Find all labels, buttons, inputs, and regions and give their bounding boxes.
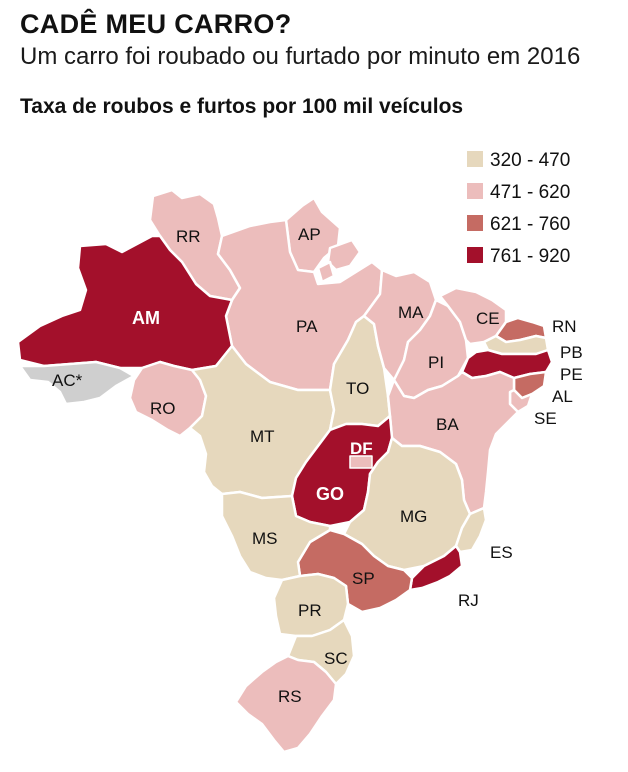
label-rn: RN <box>552 317 577 336</box>
label-to: TO <box>346 379 369 398</box>
label-sp: SP <box>352 569 375 588</box>
label-pa: PA <box>296 317 318 336</box>
legend: 320 - 470 471 - 620 621 - 760 761 - 920 <box>467 150 570 267</box>
legend-swatch-3 <box>467 215 483 231</box>
legend-swatch-4 <box>467 247 483 263</box>
label-df: DF <box>350 439 373 458</box>
state-ms[interactable] <box>220 490 332 582</box>
state-ac[interactable] <box>18 360 136 406</box>
legend-swatch-2 <box>467 183 483 199</box>
state-es[interactable] <box>454 506 488 554</box>
map-title: Taxa de roubos e furtos por 100 mil veíc… <box>20 95 464 118</box>
legend-label-1: 320 - 470 <box>490 150 570 171</box>
label-ms: MS <box>252 529 278 548</box>
label-rr: RR <box>176 227 201 246</box>
label-al: AL <box>552 387 573 406</box>
state-rs[interactable] <box>234 654 338 754</box>
label-ac: AC* <box>52 371 83 390</box>
label-se: SE <box>534 409 557 428</box>
label-pe: PE <box>560 365 583 384</box>
label-ba: BA <box>436 415 459 434</box>
legend-label-2: 471 - 620 <box>490 182 570 203</box>
chart-title: CADÊ MEU CARRO? <box>20 9 292 39</box>
label-pi: PI <box>428 353 444 372</box>
label-rs: RS <box>278 687 302 706</box>
label-mt: MT <box>250 427 275 446</box>
state-labels: RR AP AM PA MA CE RN PB PE AL SE PI TO A… <box>52 225 583 706</box>
label-ma: MA <box>398 303 424 322</box>
label-sc: SC <box>324 649 348 668</box>
legend-label-4: 761 - 920 <box>490 246 570 267</box>
legend-swatch-1 <box>467 151 483 167</box>
state-df[interactable] <box>349 455 373 469</box>
label-ap: AP <box>298 225 321 244</box>
label-mg: MG <box>400 507 427 526</box>
label-pr: PR <box>298 601 322 620</box>
states <box>16 188 554 754</box>
state-pa-islands-2[interactable] <box>316 260 336 284</box>
label-ro: RO <box>150 399 176 418</box>
label-ce: CE <box>476 309 500 328</box>
label-es: ES <box>490 543 513 562</box>
label-pb: PB <box>560 343 583 362</box>
label-am: AM <box>132 308 160 328</box>
label-rj: RJ <box>458 591 479 610</box>
chart-subtitle: Um carro foi roubado ou furtado por minu… <box>20 43 581 70</box>
legend-label-3: 621 - 760 <box>490 214 570 235</box>
label-go: GO <box>316 484 344 504</box>
